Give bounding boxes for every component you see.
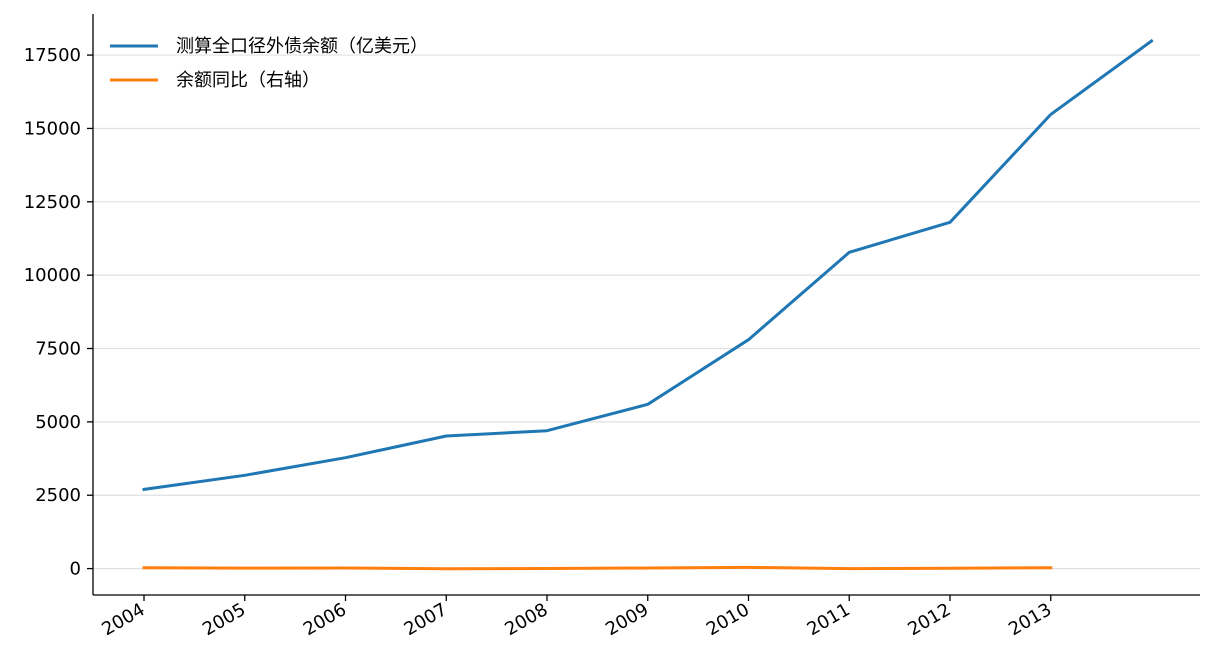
legend-label: 测算全口径外债余额（亿美元） bbox=[176, 36, 428, 57]
x-tick-label: 2011 bbox=[804, 599, 854, 640]
x-tick-label: 2005 bbox=[199, 599, 249, 640]
y-tick-label: 7500 bbox=[35, 339, 81, 360]
y-tick-label: 12500 bbox=[24, 192, 81, 213]
x-tick-label: 2013 bbox=[1005, 599, 1055, 640]
y-tick-label: 0 bbox=[70, 559, 81, 580]
x-tick-label: 2009 bbox=[602, 599, 652, 640]
y-tick-label: 17500 bbox=[24, 45, 81, 66]
y-tick-label: 10000 bbox=[24, 265, 81, 286]
x-tick-label: 2007 bbox=[401, 599, 451, 640]
x-axis-ticks: 2004 2005 2006 2007 2008 2009 2010 2011 2012 2013 bbox=[98, 595, 1055, 640]
gridlines bbox=[93, 54, 1200, 570]
x-tick-label: 2004 bbox=[98, 599, 148, 640]
series-line-2 bbox=[142, 565, 1053, 571]
legend: 测算全口径外债余额（亿美元） 余额同比（右轴） bbox=[110, 36, 428, 91]
y-axis-ticks: 0 2500 5000 7500 10000 12500 15000 17500 bbox=[24, 45, 93, 580]
y-tick-label: 5000 bbox=[35, 412, 81, 433]
axes bbox=[92, 14, 1200, 596]
legend-label: 余额同比（右轴） bbox=[176, 70, 320, 91]
x-tick-label: 2010 bbox=[703, 599, 753, 640]
x-tick-label: 2008 bbox=[501, 599, 551, 640]
y-tick-label: 2500 bbox=[35, 485, 81, 506]
x-tick-label: 2012 bbox=[904, 599, 954, 640]
series-line-1 bbox=[142, 38, 1154, 492]
series-lines bbox=[142, 38, 1154, 571]
y-tick-label: 15000 bbox=[24, 118, 81, 139]
x-tick-label: 2006 bbox=[300, 599, 350, 640]
